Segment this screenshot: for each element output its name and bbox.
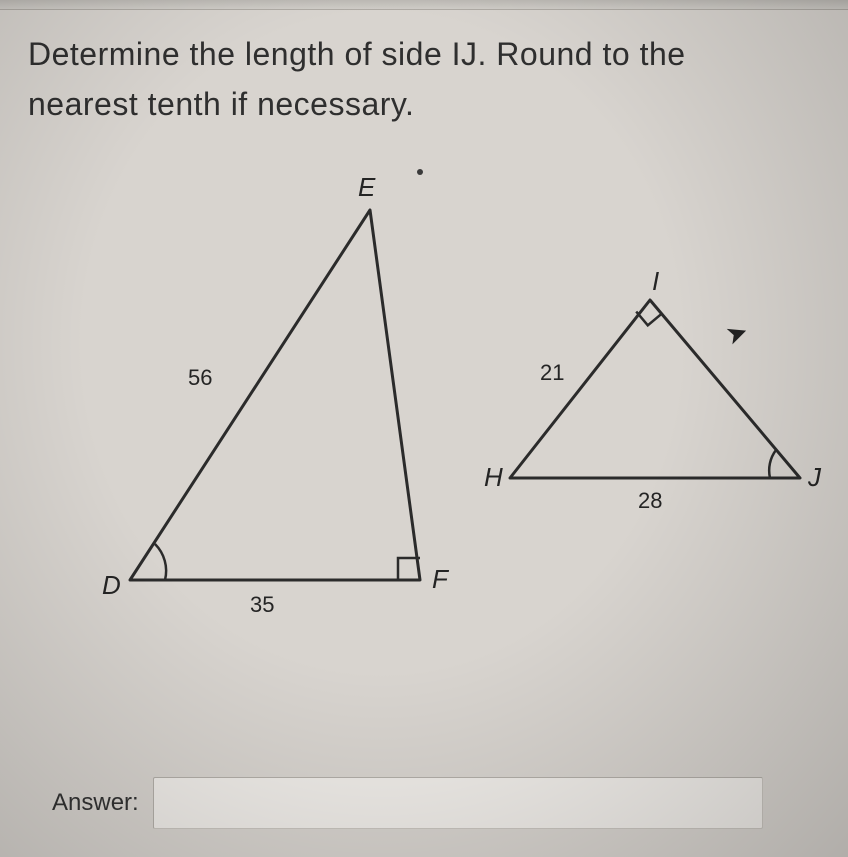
top-strip [0, 0, 848, 10]
triangles-svg [0, 150, 848, 650]
answer-row: Answer: [52, 777, 763, 829]
triangle-def [130, 210, 420, 580]
question-line2: nearest tenth if necessary. [28, 86, 414, 122]
vertex-label-j: J [808, 462, 821, 493]
side-hi-value: 21 [540, 360, 564, 386]
diagram-area: E D F 56 35 I H J 21 28 ➤ [0, 150, 848, 650]
side-de-value: 56 [188, 365, 212, 391]
vertex-label-e: E [358, 172, 375, 203]
answer-label: Answer: [52, 789, 139, 817]
triangle-hij [510, 300, 800, 478]
vertex-label-d: D [102, 570, 121, 601]
answer-input[interactable] [153, 777, 763, 829]
question-line1: Determine the length of side IJ. Round t… [28, 36, 686, 72]
vertex-label-h: H [484, 462, 503, 493]
vertex-label-f: F [432, 564, 448, 595]
dot-artifact [417, 169, 423, 175]
side-df-value: 35 [250, 592, 274, 618]
side-hj-value: 28 [638, 488, 662, 514]
vertex-label-i: I [652, 266, 659, 297]
question-text: Determine the length of side IJ. Round t… [28, 30, 828, 129]
